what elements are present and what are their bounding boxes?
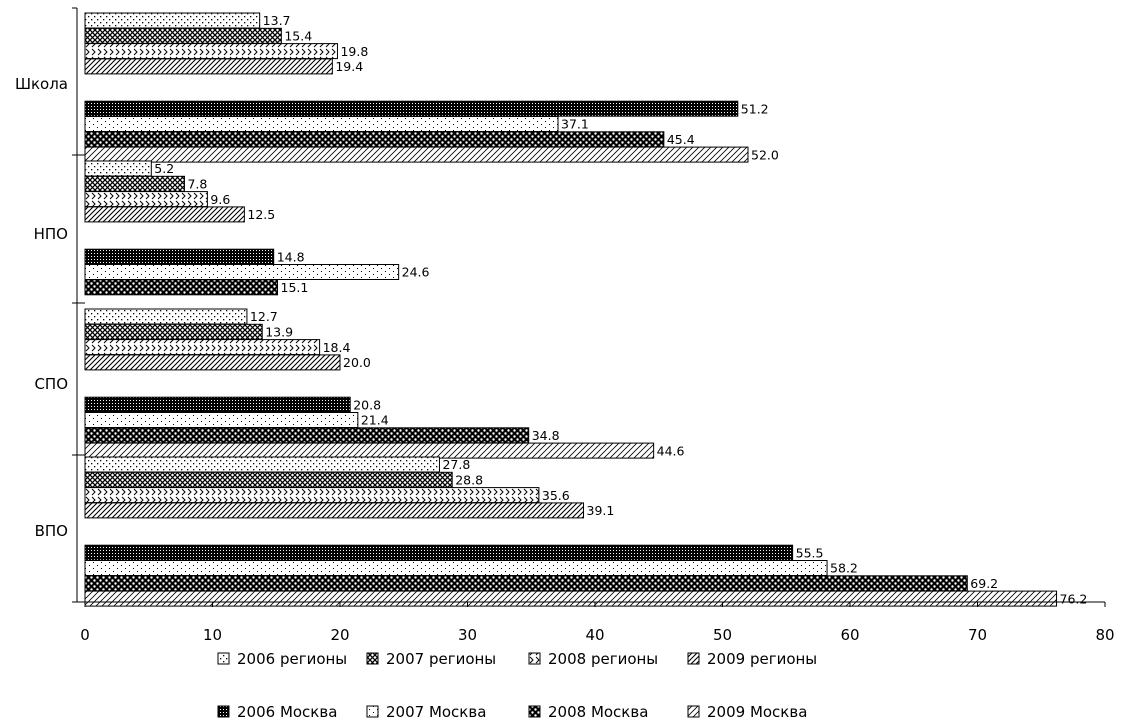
- x-tick-label: 80: [1095, 626, 1114, 644]
- bar-spo-series-6: [84, 427, 530, 444]
- category-label: НПО: [34, 225, 68, 243]
- legend-swatch: [366, 652, 379, 665]
- legend-label: 2007 Москва: [386, 703, 486, 721]
- legend-swatch: [687, 705, 700, 718]
- data-label-vpo-series-5: 58.2: [830, 561, 858, 576]
- bar-shkola-series-3: [84, 58, 333, 75]
- bar-spo-series-1: [84, 323, 263, 340]
- data-label-spo-series-6: 34.8: [532, 428, 560, 443]
- bar-vpo-series-7: [84, 590, 1058, 607]
- data-label-shkola-series-1: 15.4: [284, 28, 312, 43]
- bar-npo-series-0: [84, 160, 152, 177]
- data-label-vpo-series-4: 55.5: [796, 545, 824, 560]
- data-label-vpo-series-2: 35.6: [542, 488, 570, 503]
- data-label-vpo-series-0: 27.8: [442, 457, 470, 472]
- legend-label: 2008 Москва: [548, 703, 648, 721]
- legend-swatch: [528, 705, 541, 718]
- bar-spo-series-3: [84, 354, 341, 371]
- data-label-npo-series-2: 9.6: [210, 192, 230, 207]
- data-label-shkola-series-6: 45.4: [667, 132, 695, 147]
- legend-label: 2009 регионы: [707, 650, 817, 668]
- data-label-spo-series-5: 21.4: [361, 413, 389, 428]
- bar-npo-series-1: [84, 175, 185, 192]
- legend-swatch: [687, 652, 700, 665]
- data-label-shkola-series-7: 52.0: [751, 147, 779, 162]
- bar-shkola-series-5: [84, 116, 559, 132]
- bar-vpo-series-5: [84, 560, 828, 576]
- legend-swatch: [528, 652, 541, 665]
- data-labels-group: 13.715.4 19.819.4 51.2 37.1 45.4 52.0 5.2 7.89.…: [154, 13, 1087, 606]
- data-label-npo-series-1: 7.8: [187, 176, 207, 191]
- bar-spo-series-0: [84, 308, 248, 325]
- data-label-spo-series-1: 13.9: [265, 324, 293, 339]
- x-tick-label: 60: [840, 626, 859, 644]
- bar-shkola-series-0: [84, 12, 261, 29]
- data-label-spo-series-7: 44.6: [657, 443, 685, 458]
- data-label-shkola-series-2: 19.8: [340, 44, 368, 59]
- data-label-spo-series-2: 18.4: [323, 340, 351, 355]
- bar-spo-series-7: [84, 442, 655, 459]
- data-label-shkola-series-0: 13.7: [263, 13, 291, 28]
- category-label: Школа: [15, 75, 68, 93]
- data-label-vpo-series-7: 76.2: [1060, 591, 1088, 606]
- legend-swatch: [217, 705, 230, 718]
- data-label-spo-series-4: 20.8: [353, 397, 381, 412]
- x-tick-label: 0: [80, 626, 90, 644]
- bar-vpo-series-0: [84, 456, 440, 473]
- legend-label: 2006 Москва: [237, 703, 337, 721]
- bar-vpo-series-2: [84, 487, 540, 504]
- bar-npo-series-6: [84, 279, 279, 296]
- data-label-npo-series-0: 5.2: [154, 161, 174, 176]
- data-label-shkola-series-5: 37.1: [561, 117, 589, 132]
- bar-npo-series-2: [84, 191, 208, 208]
- legend-label: 2006 регионы: [237, 650, 347, 668]
- axes-group: 0 10 20 30 40 50 60 70 80 Школа НПО СПО ВПО: [15, 7, 1115, 644]
- bar-shkola-series-4: [84, 100, 739, 117]
- bar-spo-series-5: [84, 412, 359, 428]
- x-tick-label: 10: [203, 626, 222, 644]
- x-tick-label: 30: [458, 626, 477, 644]
- bar-npo-series-5: [84, 264, 400, 280]
- bars-group: [84, 12, 1058, 607]
- bar-npo-series-3: [84, 206, 245, 223]
- bar-shkola-series-2: [84, 43, 338, 60]
- legend-label: 2007 регионы: [386, 650, 496, 668]
- data-label-spo-series-0: 12.7: [250, 309, 278, 324]
- legend-label: 2008 регионы: [548, 650, 658, 668]
- legend-swatch: [217, 652, 230, 665]
- bar-vpo-series-4: [84, 544, 794, 561]
- data-label-vpo-series-3: 39.1: [587, 503, 615, 518]
- bar-npo-series-4: [84, 248, 275, 265]
- data-label-npo-series-4: 14.8: [277, 249, 305, 264]
- data-label-shkola-series-4: 51.2: [741, 101, 769, 116]
- bar-spo-series-2: [84, 339, 321, 356]
- x-tick-label: 20: [330, 626, 349, 644]
- legend-label: 2009 Москва: [707, 703, 807, 721]
- legend-swatch: [366, 705, 379, 718]
- data-label-npo-series-5: 24.6: [402, 265, 430, 280]
- data-label-spo-series-3: 20.0: [343, 355, 371, 370]
- bar-spo-series-4: [84, 396, 351, 413]
- data-label-shkola-series-3: 19.4: [335, 59, 363, 74]
- x-tick-label: 70: [968, 626, 987, 644]
- bar-vpo-series-3: [84, 502, 585, 519]
- category-label: СПО: [34, 375, 68, 393]
- legend: 2006 регионы 2007 регионы 2008 регионы 2009…: [217, 650, 817, 721]
- data-label-vpo-series-1: 28.8: [455, 472, 483, 487]
- category-label: ВПО: [35, 522, 68, 540]
- bar-vpo-series-6: [84, 575, 968, 592]
- data-label-vpo-series-6: 69.2: [970, 576, 998, 591]
- x-tick-label: 50: [713, 626, 732, 644]
- bar-vpo-series-1: [84, 471, 453, 488]
- bar-shkola-series-1: [84, 27, 282, 44]
- data-label-npo-series-3: 12.5: [247, 207, 275, 222]
- bar-shkola-series-7: [84, 146, 749, 163]
- x-tick-label: 40: [585, 626, 604, 644]
- bar-shkola-series-6: [84, 131, 665, 148]
- data-label-npo-series-6: 15.1: [281, 280, 309, 295]
